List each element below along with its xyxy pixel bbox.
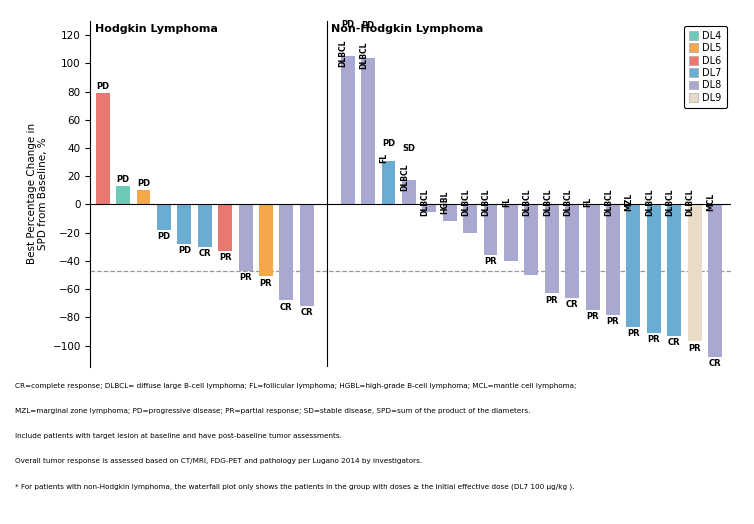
Bar — [688, 204, 701, 342]
Text: Include patients with target lesion at baseline and have post-baseline tumor ass: Include patients with target lesion at b… — [15, 433, 342, 439]
Text: PR: PR — [648, 335, 661, 344]
Text: SD: SD — [403, 144, 415, 153]
Text: FL: FL — [502, 198, 511, 208]
Legend: DL4, DL5, DL6, DL7, DL8, DL9: DL4, DL5, DL6, DL7, DL8, DL9 — [684, 26, 727, 108]
Bar — [218, 204, 232, 251]
Text: PR: PR — [484, 257, 497, 266]
Text: CR: CR — [566, 300, 578, 309]
Text: PD: PD — [158, 232, 170, 241]
Text: DLBCL: DLBCL — [461, 189, 470, 216]
Bar — [422, 204, 437, 212]
Bar — [667, 204, 681, 336]
Text: CR: CR — [668, 338, 681, 347]
Text: DLBCL: DLBCL — [420, 189, 429, 216]
Text: PD: PD — [361, 21, 375, 30]
Bar — [239, 204, 253, 271]
Text: Non-Hodgkin Lymphoma: Non-Hodgkin Lymphoma — [331, 24, 483, 34]
Bar — [259, 204, 273, 277]
Text: FL: FL — [584, 198, 593, 208]
Bar — [647, 204, 661, 333]
Text: FL: FL — [379, 153, 388, 163]
Bar — [545, 204, 559, 293]
Text: PR: PR — [239, 273, 252, 282]
Bar — [627, 204, 640, 328]
Text: DLBCL: DLBCL — [523, 189, 532, 216]
Bar — [586, 204, 599, 310]
Bar — [483, 204, 498, 255]
Text: DLBCL: DLBCL — [685, 189, 694, 216]
Text: HGBL: HGBL — [440, 191, 449, 214]
Bar — [402, 180, 415, 204]
Text: CR=complete response; DLBCL= diffuse large B-cell lymphoma; FL=follicular lympho: CR=complete response; DLBCL= diffuse lar… — [15, 383, 577, 388]
Bar — [198, 204, 212, 247]
Text: PD: PD — [137, 179, 150, 188]
Text: DLBCL: DLBCL — [645, 189, 654, 216]
Bar — [136, 190, 151, 204]
Text: PR: PR — [219, 253, 231, 262]
Text: PD: PD — [382, 139, 395, 148]
Text: PR: PR — [627, 330, 639, 339]
Text: PD: PD — [117, 175, 130, 184]
Text: DLBCL: DLBCL — [400, 164, 409, 191]
Bar — [708, 204, 722, 357]
Text: PR: PR — [545, 296, 558, 304]
Text: MZL=marginal zone lymphoma; PD=progressive disease; PR=partial response; SD=stab: MZL=marginal zone lymphoma; PD=progressi… — [15, 408, 531, 413]
Text: DLBCL: DLBCL — [482, 189, 491, 216]
Text: PR: PR — [587, 312, 599, 321]
Text: CR: CR — [301, 308, 313, 317]
Bar — [96, 93, 109, 204]
Text: CR: CR — [280, 302, 293, 312]
Text: DLBCL: DLBCL — [543, 189, 552, 216]
Bar — [280, 204, 293, 300]
Bar — [116, 186, 130, 204]
Bar — [525, 204, 538, 275]
Text: PD: PD — [178, 246, 191, 255]
Text: DLBCL: DLBCL — [665, 189, 674, 216]
Bar — [463, 204, 477, 233]
Text: PD: PD — [341, 20, 354, 29]
Text: MCL: MCL — [706, 193, 715, 212]
Text: DLBCL: DLBCL — [563, 189, 572, 216]
Text: Overall tumor response is assessed based on CT/MRI, FDG-PET and pathology per Lu: Overall tumor response is assessed based… — [15, 458, 422, 464]
Text: DLBCL: DLBCL — [604, 189, 613, 216]
Text: CR: CR — [709, 359, 722, 368]
Bar — [382, 161, 395, 204]
Text: DLBCL: DLBCL — [339, 40, 348, 67]
Text: PD: PD — [97, 82, 109, 91]
Bar — [566, 204, 579, 298]
Bar — [361, 58, 375, 204]
Text: PR: PR — [607, 316, 619, 326]
Bar — [341, 56, 354, 204]
Bar — [504, 204, 518, 261]
Bar — [300, 204, 314, 306]
Y-axis label: Best Percentage Change in
SPD from Baseline, %: Best Percentage Change in SPD from Basel… — [26, 123, 48, 265]
Text: PR: PR — [259, 279, 272, 288]
Bar — [443, 204, 457, 222]
Text: PR: PR — [688, 344, 701, 353]
Bar — [606, 204, 620, 314]
Bar — [177, 204, 192, 244]
Text: Hodgkin Lymphoma: Hodgkin Lymphoma — [94, 24, 217, 34]
Text: * For patients with non-Hodgkin lymphoma, the waterfall plot only shows the pati: * For patients with non-Hodgkin lymphoma… — [15, 483, 575, 489]
Text: CR: CR — [198, 249, 211, 258]
Text: DLBCL: DLBCL — [359, 41, 368, 69]
Bar — [157, 204, 171, 230]
Text: MZL: MZL — [624, 193, 633, 212]
